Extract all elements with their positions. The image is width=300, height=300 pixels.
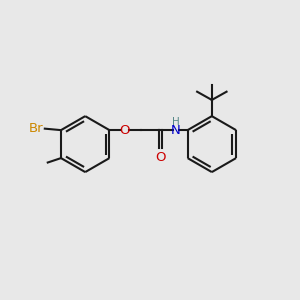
- Text: Br: Br: [29, 122, 43, 135]
- Text: O: O: [119, 124, 130, 136]
- Text: H: H: [172, 117, 180, 127]
- Text: N: N: [171, 124, 181, 136]
- Text: O: O: [155, 151, 165, 164]
